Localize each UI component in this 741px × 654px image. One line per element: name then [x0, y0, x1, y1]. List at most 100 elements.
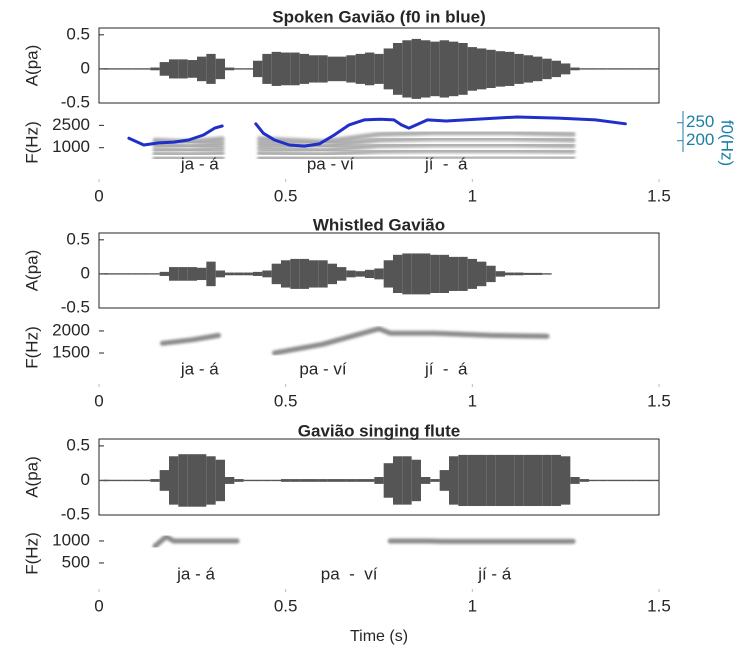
syllable-label: ja - á: [180, 154, 219, 173]
waveform-sample: [169, 456, 179, 505]
waveform-sample: [253, 479, 263, 482]
waveform-sample: [589, 68, 599, 70]
waveform-sample: [299, 479, 309, 482]
waveform-sample: [271, 479, 281, 482]
y2-tick-label: 200: [686, 130, 714, 149]
y-tick-label: 0: [81, 470, 90, 489]
waveform-sample: [449, 41, 459, 97]
waveform-sample: [421, 477, 431, 484]
waveform-sample: [327, 263, 337, 285]
waveform-sample: [150, 67, 160, 71]
waveform-sample: [346, 55, 356, 83]
waveform-sample: [197, 56, 207, 82]
waveform-sample: [215, 58, 225, 80]
waveform-sample: [355, 479, 365, 482]
waveform-sample: [561, 456, 571, 505]
waveform-sample: [299, 258, 309, 289]
waveform-sample: [337, 479, 347, 482]
waveform-sample: [393, 254, 403, 293]
waveform-sample: [159, 470, 169, 491]
waveform-sample: [654, 68, 659, 70]
waveform-sample: [327, 479, 337, 482]
y-tick-label: 0.5: [66, 229, 90, 248]
waveform-sample: [393, 456, 403, 505]
waveform-sample: [533, 454, 543, 507]
waveform-sample: [309, 260, 319, 288]
waveform-sample: [430, 254, 440, 293]
syllable-label: pa - ví: [307, 154, 355, 173]
waveform-sample: [141, 68, 151, 70]
waveform-sample: [243, 68, 253, 70]
waveform-sample: [346, 270, 356, 278]
waveform-sample: [271, 51, 281, 86]
waveform-sample: [505, 454, 515, 507]
waveform-sample: [234, 479, 244, 482]
waveform: [99, 253, 552, 295]
y-tick-label: 0.5: [66, 24, 90, 43]
waveform-sample: [262, 479, 272, 482]
spectral-track: [152, 148, 576, 157]
waveform-sample: [542, 273, 552, 275]
waveform-sample: [187, 454, 197, 507]
waveform-sample: [215, 459, 225, 502]
spectral-track: [152, 130, 576, 145]
waveform-sample: [598, 479, 608, 482]
waveform-sample: [355, 53, 365, 84]
spectral-track: [152, 534, 576, 549]
x-axis-label: Time (s): [350, 628, 408, 645]
waveform-sample: [374, 53, 384, 84]
waveform-sample: [477, 261, 487, 287]
waveform-sample: [495, 51, 505, 87]
waveform-sample: [355, 271, 365, 277]
waveform-sample: [225, 272, 235, 276]
y-tick-label: -0.5: [61, 297, 90, 316]
waveform-sample: [402, 40, 412, 98]
x-tick-label: 0.5: [274, 596, 298, 615]
waveform-sample: [253, 271, 263, 276]
waveform-sample: [486, 265, 496, 283]
panel-title: Spoken Gavião (f0 in blue): [272, 7, 485, 26]
waveform-sample: [206, 456, 216, 505]
waveform-sample: [430, 41, 440, 97]
x-tick-label: 1: [468, 596, 477, 615]
waveform-sample: [374, 477, 384, 484]
f0-line: [127, 115, 627, 148]
waveform-sample: [290, 258, 300, 289]
waveform-sample: [243, 479, 253, 482]
waveform-sample: [253, 60, 263, 78]
waveform-sample: [234, 68, 244, 70]
waveform-sample: [393, 43, 403, 95]
waveform-sample: [131, 479, 141, 482]
waveform-sample: [374, 268, 384, 280]
y-tick-label: 1000: [52, 137, 90, 156]
waveform-sample: [337, 56, 347, 82]
waveform-sample: [607, 68, 617, 70]
waveform-sample: [458, 454, 468, 507]
waveform-sample: [281, 479, 291, 482]
waveform-sample: [365, 479, 375, 482]
waveform-sample: [159, 62, 169, 76]
y2-axis-label: f0(Hz): [718, 120, 737, 166]
waveform-sample: [411, 38, 421, 99]
x-tick-label: 0.5: [274, 186, 298, 205]
waveform-sample: [542, 58, 552, 80]
waveform-sample: [206, 261, 216, 287]
waveform-sample: [495, 454, 505, 507]
waveform-sample: [514, 454, 524, 507]
waveform-sample: [187, 267, 197, 281]
waveform-sample: [421, 40, 431, 98]
waveform-sample: [318, 479, 328, 482]
waveform-sample: [290, 479, 300, 482]
waveform-sample: [635, 68, 645, 70]
waveform-sample: [113, 68, 123, 70]
y-axis-label: A(pa): [22, 45, 41, 87]
y-tick-label: 2000: [52, 320, 90, 339]
waveform-sample: [318, 55, 328, 83]
waveform-sample: [523, 55, 533, 83]
waveform-sample: [178, 454, 188, 507]
waveform-sample: [505, 51, 515, 86]
waveform-sample: [579, 68, 589, 70]
waveform-sample: [281, 52, 291, 86]
y-tick-label: -0.5: [61, 92, 90, 111]
